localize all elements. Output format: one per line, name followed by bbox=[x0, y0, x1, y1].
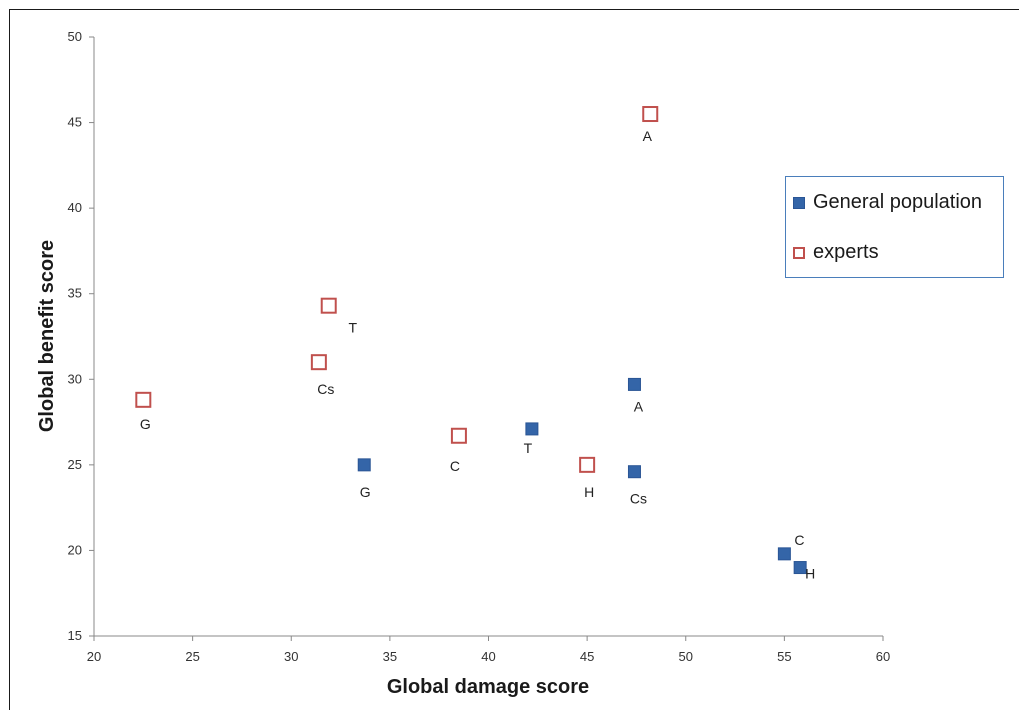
data-points bbox=[135, 106, 807, 575]
chart-frame bbox=[9, 9, 1019, 710]
x-tick-label: 20 bbox=[87, 649, 101, 664]
legend: General population experts bbox=[785, 176, 1004, 278]
general-population-point-label-cs: Cs bbox=[630, 491, 647, 507]
experts-point-cs bbox=[310, 354, 327, 371]
general-population-point-label-a: A bbox=[634, 398, 644, 414]
experts-point-label-t: T bbox=[348, 320, 357, 336]
hollow-square-marker-icon bbox=[793, 246, 805, 259]
axes: 15 20 25 30 35 40 45 50 20 25 30 35 40 45 50 55 60 bbox=[68, 29, 891, 664]
x-tick-label: 35 bbox=[383, 649, 397, 664]
x-axis-title: Global damage score bbox=[387, 676, 589, 698]
x-tick-label: 60 bbox=[876, 649, 890, 664]
point-labels: G T A Cs C H G Cs T C H A bbox=[140, 128, 815, 582]
legend-label-general-population: General population bbox=[813, 191, 983, 213]
x-tick-label: 30 bbox=[284, 649, 298, 664]
y-tick-label: 50 bbox=[68, 29, 82, 44]
general-population-point-label-g: G bbox=[360, 484, 371, 500]
general-population-point-a bbox=[627, 377, 641, 391]
legend-item-experts: experts bbox=[793, 241, 879, 264]
x-tick-label: 25 bbox=[185, 649, 199, 664]
experts-point-label-cs: Cs bbox=[317, 381, 334, 397]
general-population-point-label-c: C bbox=[794, 532, 804, 548]
y-tick-label: 30 bbox=[68, 371, 82, 386]
general-population-point-h bbox=[793, 561, 807, 575]
general-population-point-label-t: T bbox=[524, 440, 533, 456]
x-tick-label: 40 bbox=[481, 649, 495, 664]
x-tick-label: 45 bbox=[580, 649, 594, 664]
y-tick-label: 20 bbox=[68, 542, 82, 557]
y-tick-label: 35 bbox=[68, 286, 82, 301]
general-population-point-cs bbox=[627, 465, 641, 479]
x-tick-label: 50 bbox=[679, 649, 693, 664]
experts-point-c bbox=[450, 427, 467, 444]
experts-point-g bbox=[135, 391, 152, 408]
y-axis-title: Global benefit score bbox=[36, 240, 58, 432]
legend-label-experts: experts bbox=[813, 241, 879, 263]
experts-point-h bbox=[579, 456, 596, 473]
y-tick-label: 45 bbox=[68, 115, 82, 130]
experts-point-label-h: H bbox=[584, 484, 594, 500]
experts-point-a bbox=[642, 106, 659, 123]
y-tick-label: 15 bbox=[68, 628, 82, 643]
experts-point-t bbox=[320, 297, 337, 314]
legend-item-general-population: General population bbox=[793, 191, 982, 214]
general-population-point-t bbox=[525, 422, 539, 436]
experts-point-label-c: C bbox=[450, 458, 460, 474]
y-tick-label: 25 bbox=[68, 457, 82, 472]
general-population-point-label-h: H bbox=[805, 566, 815, 582]
general-population-point-c bbox=[777, 547, 791, 561]
experts-point-label-a: A bbox=[643, 128, 653, 144]
general-population-point-g bbox=[357, 458, 371, 472]
experts-point-label-g: G bbox=[140, 416, 151, 432]
x-tick-label: 55 bbox=[777, 649, 791, 664]
y-tick-label: 40 bbox=[68, 200, 82, 215]
filled-square-marker-icon bbox=[793, 196, 805, 209]
